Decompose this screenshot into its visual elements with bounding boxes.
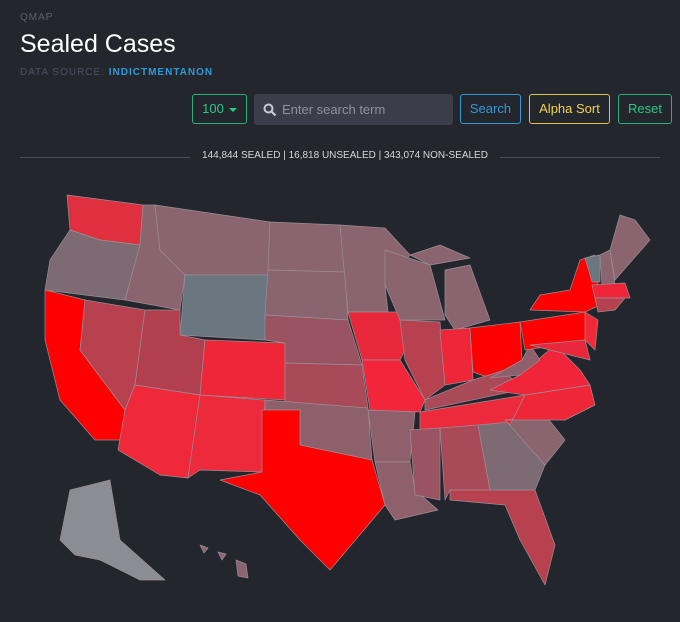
state[interactable] [44,229,141,301]
alpha-sort-button[interactable]: Alpha Sort [529,94,610,124]
state[interactable] [489,344,591,396]
state[interactable] [519,311,593,351]
state[interactable] [384,249,446,321]
state[interactable] [264,269,349,321]
state[interactable] [187,394,266,479]
state[interactable] [347,311,411,361]
state[interactable] [439,327,474,386]
state[interactable] [79,299,146,411]
state[interactable] [409,427,441,501]
state[interactable] [529,339,591,361]
page-size-value: 100 [202,101,224,116]
divider [500,157,660,158]
state[interactable] [264,314,363,366]
state[interactable] [66,194,144,246]
state[interactable] [529,254,601,313]
divider [20,157,190,158]
state[interactable] [154,204,271,276]
state[interactable] [44,289,126,441]
state[interactable] [449,489,556,586]
state[interactable] [584,254,601,283]
case-stats: 144,844 SEALED | 16,818 UNSEALED | 343,0… [202,150,488,161]
state[interactable] [609,214,651,281]
search-icon [263,103,277,117]
state[interactable] [477,421,546,491]
state[interactable] [424,369,521,411]
search-button[interactable]: Search [460,94,521,124]
state[interactable] [361,359,426,413]
state[interactable] [339,224,411,313]
state[interactable] [284,362,369,409]
state[interactable] [439,424,491,501]
state[interactable] [489,344,541,379]
state[interactable] [599,249,616,286]
app-label: QMAP [20,12,54,23]
state[interactable] [419,394,526,431]
page-title: Sealed Cases [20,30,176,58]
state[interactable] [504,384,596,426]
state[interactable] [504,414,566,466]
state[interactable] [594,297,626,313]
state[interactable] [199,544,249,579]
state[interactable] [124,204,186,311]
source-link[interactable]: INDICTMENTANON [108,67,214,78]
state[interactable] [117,384,201,479]
state[interactable] [264,399,373,461]
page-size-dropdown[interactable]: 100 [192,94,247,124]
state[interactable] [399,319,446,401]
reset-button[interactable]: Reset [618,94,672,124]
state[interactable] [179,274,269,341]
state[interactable] [267,221,346,273]
state[interactable] [219,409,386,571]
state[interactable] [591,282,631,299]
state[interactable] [367,409,416,463]
state[interactable] [59,479,166,581]
search-input[interactable]: Enter search term [254,94,453,125]
state[interactable] [409,244,491,331]
search-placeholder: Enter search term [282,102,386,117]
state[interactable] [584,311,599,351]
state[interactable] [469,321,523,379]
state[interactable] [134,309,206,396]
data-source: DATA SOURCE: INDICTMENTANON [20,67,213,78]
source-label: DATA SOURCE: [20,67,105,78]
state[interactable] [199,339,286,401]
state[interactable] [374,461,439,521]
